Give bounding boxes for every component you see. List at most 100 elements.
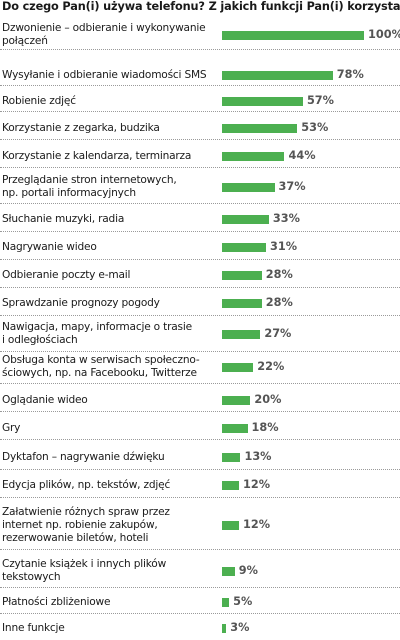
category-label-line: ściowych, np. na Facebooku, Twitterze xyxy=(2,367,197,379)
row-separator xyxy=(0,411,400,412)
chart-row: Korzystanie z kalendarza, terminarza 44% xyxy=(0,144,400,168)
bar xyxy=(222,423,248,433)
chart-row: Załatwienie różnych spraw przez internet … xyxy=(0,500,400,550)
value-label: 13% xyxy=(244,450,272,463)
value-label: 5% xyxy=(233,595,253,608)
value-label: 18% xyxy=(251,421,279,434)
row-separator xyxy=(0,613,400,614)
category-label: Słuchanie muzyki, radia xyxy=(2,213,216,226)
value-label: 27% xyxy=(264,327,292,340)
category-label-line: Załatwienie różnych spraw przez xyxy=(2,505,170,518)
bar xyxy=(222,123,298,133)
row-separator xyxy=(0,587,400,588)
category-label-line: Obsługa konta w serwisach społeczno- xyxy=(2,354,200,366)
row-separator xyxy=(0,287,400,288)
chart-row: Edycja plików, np. tekstów, zdjęć 12% xyxy=(0,472,400,498)
category-label: Korzystanie z zegarka, budzika xyxy=(2,122,216,135)
bar xyxy=(222,623,227,633)
chart-row: Oglądanie wideo 20% xyxy=(0,388,400,412)
bar xyxy=(222,520,240,530)
value-label: 37% xyxy=(278,180,306,193)
category-label-line: i odległościach xyxy=(2,334,78,346)
category-label: Przeglądanie stron internetowych, np. por… xyxy=(2,174,216,200)
row-separator xyxy=(0,439,400,440)
bar xyxy=(222,452,241,462)
category-label-line: Przeglądanie stron internetowych, xyxy=(2,174,177,186)
category-label: Płatności zbliżeniowe xyxy=(2,596,216,609)
chart-title: Do czego Pan(i) używa telefonu? Z jakich… xyxy=(2,0,400,13)
category-label-line: rezerwowanie biletów, hoteli xyxy=(2,531,149,544)
category-label: Sprawdzanie prognozy pogody xyxy=(2,297,216,310)
category-label: Wysyłanie i odbieranie wiadomości SMS xyxy=(2,69,216,82)
category-label-line: Oglądanie wideo xyxy=(2,393,88,406)
category-label-line: połączeń xyxy=(2,35,48,47)
row-separator xyxy=(0,259,400,260)
chart-row: Nawigacja, mapy, informacje o trasie i od… xyxy=(0,316,400,352)
row-separator xyxy=(0,315,400,316)
row-separator xyxy=(0,469,400,470)
value-label: 28% xyxy=(265,268,293,281)
chart-row: Robienie zdjęć 57% xyxy=(0,90,400,112)
chart-row: Korzystanie z zegarka, budzika 53% xyxy=(0,116,400,140)
bar xyxy=(222,270,262,280)
value-label: 3% xyxy=(230,621,250,634)
row-separator xyxy=(0,383,400,384)
category-label-line: Odbieranie poczty e-mail xyxy=(2,268,131,281)
category-label: Czytanie książek i innych plików tekstowy… xyxy=(2,558,216,584)
row-separator xyxy=(0,351,400,352)
category-label-line: Korzystanie z kalendarza, terminarza xyxy=(2,149,192,162)
bar xyxy=(222,362,254,372)
chart-row: Gry 18% xyxy=(0,416,400,440)
row-separator xyxy=(0,203,400,204)
row-separator xyxy=(0,549,400,550)
bar xyxy=(222,96,303,106)
value-label: 33% xyxy=(272,212,300,225)
chart-row: Czytanie książek i innych plików tekstowy… xyxy=(0,554,400,588)
chart-row: Nagrywanie wideo 31% xyxy=(0,234,400,260)
category-label: Dzwonienie – odbieranie i wykonywanie poł… xyxy=(2,22,216,48)
category-label-line: internet np. robienie zakupów, xyxy=(2,518,158,531)
value-label: 9% xyxy=(238,564,258,577)
category-label-line: Sprawdzanie prognozy pogody xyxy=(2,296,160,309)
bar xyxy=(222,566,235,576)
category-label: Oglądanie wideo xyxy=(2,394,216,407)
bar xyxy=(222,30,364,40)
category-label: Obsługa konta w serwisach społeczno-ścio… xyxy=(2,354,216,380)
chart-row: Odbieranie poczty e-mail 28% xyxy=(0,262,400,288)
value-label: 22% xyxy=(257,360,285,373)
row-separator xyxy=(0,167,400,168)
bar xyxy=(222,182,275,192)
category-label: Edycja plików, np. tekstów, zdjęć xyxy=(2,479,216,492)
value-label: 20% xyxy=(254,393,282,406)
category-label-line: Dzwonienie – odbieranie i wykonywanie xyxy=(2,22,206,34)
row-separator xyxy=(0,497,400,498)
bar xyxy=(222,151,285,161)
chart-row: Płatności zbliżeniowe 5% xyxy=(0,590,400,614)
category-label-line: Dyktafon – nagrywanie dźwięku xyxy=(2,450,165,463)
row-separator xyxy=(0,111,400,112)
chart-row: Sprawdzanie prognozy pogody 28% xyxy=(0,290,400,316)
category-label-line: Robienie zdjęć xyxy=(2,94,76,107)
category-label-line: Korzystanie z zegarka, budzika xyxy=(2,121,160,134)
category-label: Nawigacja, mapy, informacje o trasie i od… xyxy=(2,321,216,347)
value-label: 100% xyxy=(368,28,400,41)
row-separator xyxy=(0,85,400,86)
chart-row: Dzwonienie – odbieranie i wykonywanie poł… xyxy=(0,20,400,50)
value-label: 53% xyxy=(301,121,329,134)
row-separator xyxy=(0,139,400,140)
category-label-line: Inne funkcje xyxy=(2,621,65,634)
chart-row: Dyktafon – nagrywanie dźwięku 13% xyxy=(0,444,400,470)
category-label-line: Czytanie książek i innych plików xyxy=(2,558,167,570)
value-label: 57% xyxy=(306,94,334,107)
chart-row: Wysyłanie i odbieranie wiadomości SMS 78% xyxy=(0,64,400,86)
category-label-line: tekstowych xyxy=(2,571,61,583)
bar xyxy=(222,480,240,490)
value-label: 28% xyxy=(265,296,293,309)
bar xyxy=(222,242,267,252)
row-separator xyxy=(0,231,400,232)
category-label-line: Nagrywanie wideo xyxy=(2,240,97,253)
row-separator xyxy=(0,49,400,50)
bar xyxy=(222,298,262,308)
bar xyxy=(222,214,269,224)
